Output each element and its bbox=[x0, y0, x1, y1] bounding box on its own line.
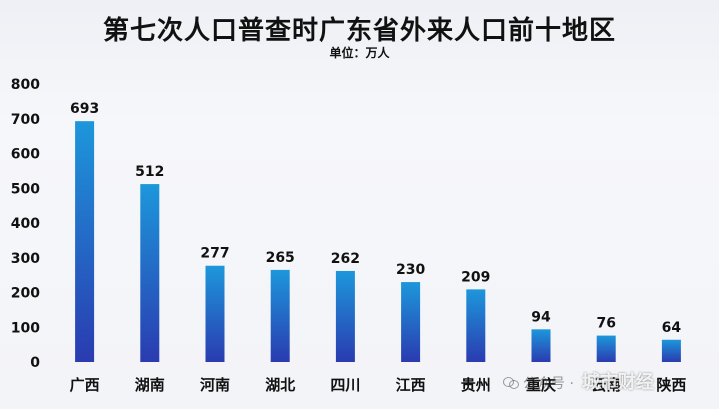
bar-value-label: 693 bbox=[70, 101, 99, 117]
y-tick-label: 500 bbox=[11, 181, 40, 197]
x-tick-label: 湖南 bbox=[135, 376, 165, 394]
y-tick-label: 600 bbox=[11, 147, 40, 163]
watermark-prefix: 公众号 · bbox=[523, 376, 574, 392]
bar bbox=[75, 121, 95, 363]
y-tick-label: 400 bbox=[11, 216, 40, 232]
x-tick-label: 贵州 bbox=[461, 376, 491, 394]
bar bbox=[531, 329, 551, 362]
x-tick-label: 重庆 bbox=[526, 376, 556, 394]
y-tick-label: 0 bbox=[30, 355, 40, 371]
y-tick-label: 700 bbox=[11, 112, 40, 128]
x-axis-ticks: 广西 湖南 河南 湖北 四川 江西 贵州 重庆 云南 陕西 bbox=[70, 376, 687, 394]
watermark-brand: 城市财经 bbox=[581, 372, 654, 393]
bar-value-label: 76 bbox=[596, 316, 615, 332]
bar bbox=[140, 184, 160, 362]
bar bbox=[466, 289, 486, 362]
chart-unit-label: 单位：万人 bbox=[329, 46, 390, 60]
x-tick-label: 湖北 bbox=[265, 376, 295, 394]
bar-value-label: 64 bbox=[662, 320, 682, 336]
bar bbox=[335, 270, 355, 362]
bar bbox=[661, 339, 681, 362]
watermark: 公众号 · 城市财经 bbox=[503, 368, 654, 394]
bar-value-label: 262 bbox=[331, 251, 360, 267]
y-axis-ticks: 0 100 200 300 400 500 600 700 800 bbox=[11, 77, 40, 371]
y-tick-label: 800 bbox=[11, 77, 40, 93]
bar-value-label: 265 bbox=[266, 250, 295, 266]
bar-value-label: 512 bbox=[135, 164, 164, 180]
bar bbox=[596, 335, 616, 362]
y-tick-label: 200 bbox=[11, 286, 40, 302]
y-tick-label: 100 bbox=[11, 320, 40, 336]
bar-value-label: 209 bbox=[461, 269, 490, 285]
y-tick-label: 300 bbox=[11, 251, 40, 267]
bar bbox=[205, 265, 225, 362]
x-tick-label: 江西 bbox=[396, 376, 426, 394]
bar-value-label: 277 bbox=[200, 246, 229, 262]
bar-value-labels: 693 512 277 265 262 230 209 94 76 64 bbox=[70, 101, 681, 336]
x-tick-label: 河南 bbox=[200, 376, 230, 394]
bar-value-label: 94 bbox=[531, 309, 551, 325]
bars bbox=[75, 121, 681, 363]
x-tick-label: 云南 bbox=[591, 376, 621, 394]
chart-title: 第七次人口普查时广东省外来人口前十地区 bbox=[102, 16, 616, 46]
wechat-icon bbox=[503, 377, 519, 389]
x-tick-label: 四川 bbox=[330, 376, 360, 394]
x-tick-label: 广西 bbox=[70, 376, 100, 394]
x-tick-label: 陕西 bbox=[656, 376, 686, 394]
bar-value-label: 230 bbox=[396, 262, 425, 278]
bar bbox=[401, 282, 421, 362]
bar bbox=[270, 269, 290, 362]
